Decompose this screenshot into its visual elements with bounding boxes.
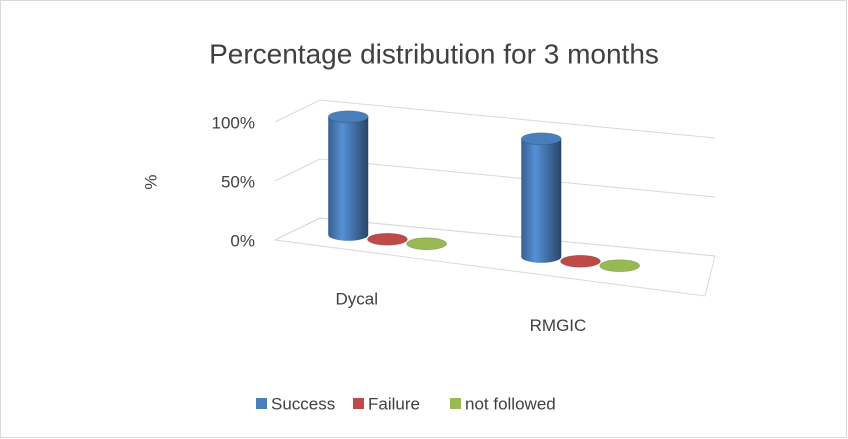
bar-top bbox=[327, 110, 369, 124]
y-tick-label: 50% bbox=[221, 172, 255, 191]
bar bbox=[520, 132, 562, 263]
grid-line bbox=[274, 217, 716, 257]
bar bbox=[327, 110, 369, 241]
bar-top bbox=[366, 232, 408, 246]
bar bbox=[406, 237, 448, 251]
bar bbox=[599, 259, 641, 273]
grid-line bbox=[274, 158, 716, 198]
bar-body bbox=[521, 138, 562, 263]
bar-top bbox=[406, 237, 448, 251]
chart-title: Percentage distribution for 3 months bbox=[209, 38, 659, 69]
grid-line bbox=[274, 99, 716, 139]
bar-top bbox=[520, 132, 562, 146]
x-tick-label: RMGIC bbox=[530, 316, 587, 335]
legend-label: Success bbox=[271, 394, 335, 413]
legend-label: Failure bbox=[368, 394, 420, 413]
legend-label: not followed bbox=[465, 394, 556, 413]
y-tick-label: 100% bbox=[212, 113, 255, 132]
bar bbox=[366, 232, 408, 246]
bar bbox=[559, 254, 601, 268]
bar-body bbox=[328, 116, 369, 241]
legend-swatch bbox=[256, 398, 267, 409]
y-axis-label: % bbox=[141, 174, 160, 189]
bar-top bbox=[559, 254, 601, 268]
legend-swatch bbox=[450, 398, 461, 409]
y-tick-label: 0% bbox=[230, 231, 255, 250]
legend-swatch bbox=[353, 398, 364, 409]
bar-top bbox=[599, 259, 641, 273]
x-tick-label: Dycal bbox=[335, 290, 378, 309]
